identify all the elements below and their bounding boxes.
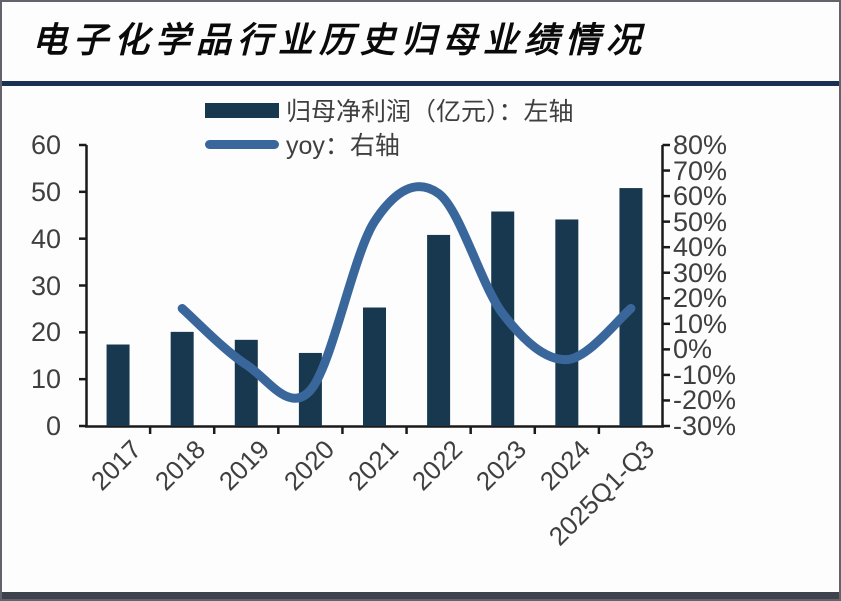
left-axis-tick-label: 50	[30, 176, 61, 207]
right-axis-tick-label: 80%	[673, 130, 728, 160]
left-axis-tick-label: 30	[30, 270, 61, 301]
right-axis-tick-label: -10%	[673, 359, 737, 390]
line-swatch	[205, 139, 279, 149]
bar-2019	[234, 339, 258, 426]
right-axis-tick-label: 60%	[673, 181, 728, 212]
right-axis-tick-label: 30%	[673, 257, 728, 288]
bar-2018	[170, 331, 194, 426]
legend-item-bar: 归母净利润（亿元）：左轴	[205, 92, 574, 128]
legend-item-line: yoy：右轴	[205, 126, 400, 162]
right-axis-tick-label: 50%	[673, 206, 728, 237]
left-axis-tick-label: 40	[30, 223, 61, 254]
title-rule	[2, 81, 839, 86]
right-axis-tick-label: -30%	[673, 411, 737, 441]
right-axis-tick-label: -20%	[673, 385, 737, 416]
page-title: 电子化学品行业历史归母业绩情况	[32, 20, 648, 61]
yoy-line	[177, 182, 636, 403]
bar-2017	[106, 344, 130, 426]
bar-2024	[555, 219, 579, 426]
bar-2021	[363, 307, 386, 426]
right-axis-tick-label: 0%	[673, 334, 713, 365]
legend-label-bar: 归母净利润（亿元）：左轴	[286, 98, 574, 126]
bottom-accent-bar	[2, 592, 839, 599]
left-axis-tick-label: 10	[30, 364, 61, 395]
bar-2022	[427, 234, 451, 426]
bar-swatch	[205, 102, 279, 118]
right-axis-tick-label: 10%	[673, 308, 728, 339]
right-axis-tick-label: 40%	[673, 232, 728, 263]
left-axis-tick-label: 20	[30, 317, 61, 348]
right-axis-tick-label: 70%	[673, 155, 728, 186]
legend-label-line: yoy：右轴	[286, 132, 400, 160]
right-axis-tick-label: 20%	[673, 283, 728, 314]
left-axis-tick-label: 0	[45, 411, 61, 441]
left-axis-tick-label: 60	[30, 130, 61, 160]
